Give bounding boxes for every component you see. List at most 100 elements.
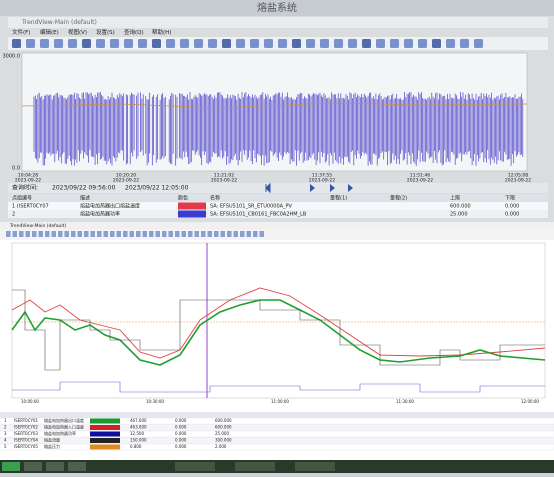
tool-icon[interactable]: [236, 39, 245, 48]
tool-icon[interactable]: [123, 231, 128, 237]
tool-icon[interactable]: [40, 39, 49, 48]
tool-icon[interactable]: [278, 39, 287, 48]
tool-icon[interactable]: [6, 231, 11, 237]
tool-icon[interactable]: [32, 231, 37, 237]
tool-icon[interactable]: [136, 231, 141, 237]
tool-icon[interactable]: [166, 39, 175, 48]
tool-icon[interactable]: [97, 231, 102, 237]
table-row[interactable]: [8, 210, 548, 218]
tool-icon[interactable]: [155, 231, 161, 237]
menu-item[interactable]: 编辑(E): [40, 28, 59, 36]
table-row[interactable]: [0, 430, 554, 438]
tool-icon[interactable]: [362, 39, 371, 48]
tool-icon[interactable]: [390, 39, 399, 48]
tool-icon[interactable]: [194, 231, 200, 237]
tool-icon[interactable]: [103, 231, 109, 237]
tool-icon[interactable]: [168, 231, 174, 237]
taskbar-button[interactable]: [68, 462, 86, 471]
table-row[interactable]: [0, 443, 554, 451]
tool-icon[interactable]: [432, 39, 441, 48]
nav-button[interactable]: [265, 182, 271, 194]
tool-icon[interactable]: [45, 231, 50, 237]
tool-icon[interactable]: [82, 39, 91, 48]
tool-icon[interactable]: [71, 231, 76, 237]
table-row[interactable]: [0, 424, 554, 431]
tool-icon[interactable]: [194, 39, 203, 48]
menu-item[interactable]: 视图(V): [68, 28, 87, 36]
tool-icon[interactable]: [142, 231, 148, 237]
tool-icon[interactable]: [474, 39, 483, 48]
tool-icon[interactable]: [175, 231, 180, 237]
menu-item[interactable]: 文件(F): [12, 28, 30, 36]
tool-icon[interactable]: [250, 39, 259, 48]
taskbar-button[interactable]: [24, 462, 42, 471]
tool-icon[interactable]: [259, 231, 265, 237]
tool-icon[interactable]: [64, 231, 70, 237]
tool-icon[interactable]: [116, 231, 122, 237]
tool-icon[interactable]: [84, 231, 89, 237]
tool-icon[interactable]: [110, 231, 115, 237]
tool-icon[interactable]: [418, 39, 427, 48]
tool-icon[interactable]: [12, 39, 21, 48]
table-row[interactable]: [0, 437, 554, 444]
tool-icon[interactable]: [460, 39, 469, 48]
tool-icon[interactable]: [38, 231, 44, 237]
table-row[interactable]: [0, 417, 554, 425]
tool-icon[interactable]: [77, 231, 83, 237]
tool-icon[interactable]: [54, 39, 63, 48]
tool-icon[interactable]: [110, 39, 119, 48]
cell: 0.800: [130, 444, 142, 449]
tool-icon[interactable]: [376, 39, 385, 48]
tool-icon[interactable]: [446, 39, 455, 48]
nav-button[interactable]: [330, 184, 335, 192]
tool-icon[interactable]: [149, 231, 154, 237]
tool-icon[interactable]: [334, 39, 343, 48]
tool-icon[interactable]: [51, 231, 57, 237]
tool-icon[interactable]: [320, 39, 329, 48]
tool-icon[interactable]: [220, 231, 226, 237]
menu-item[interactable]: 帮助(H): [152, 28, 171, 36]
taskbar-button[interactable]: [2, 462, 20, 471]
tool-icon[interactable]: [180, 39, 189, 48]
tool-icon[interactable]: [68, 39, 77, 48]
tool-icon[interactable]: [222, 39, 231, 48]
tool-icon[interactable]: [188, 231, 193, 237]
tool-icon[interactable]: [240, 231, 245, 237]
tool-icon[interactable]: [124, 39, 133, 48]
tool-icon[interactable]: [348, 39, 357, 48]
cell: 0.000: [175, 431, 187, 436]
tool-icon[interactable]: [207, 231, 213, 237]
taskbar-button[interactable]: [295, 462, 335, 471]
tool-icon[interactable]: [181, 231, 187, 237]
tool-icon[interactable]: [208, 39, 217, 48]
tool-icon[interactable]: [404, 39, 413, 48]
taskbar-button[interactable]: [235, 462, 275, 471]
tool-icon[interactable]: [162, 231, 167, 237]
tool-icon[interactable]: [214, 231, 219, 237]
tool-icon[interactable]: [12, 231, 18, 237]
tool-icon[interactable]: [264, 39, 273, 48]
tool-icon[interactable]: [201, 231, 206, 237]
tool-icon[interactable]: [26, 39, 35, 48]
tool-icon[interactable]: [96, 39, 105, 48]
tool-icon[interactable]: [58, 231, 63, 237]
tool-icon[interactable]: [233, 231, 239, 237]
taskbar-button[interactable]: [175, 462, 215, 471]
tool-icon[interactable]: [227, 231, 232, 237]
nav-button[interactable]: [310, 184, 315, 192]
taskbar-button[interactable]: [46, 462, 64, 471]
nav-button[interactable]: [348, 184, 353, 192]
tool-icon[interactable]: [253, 231, 258, 237]
tool-icon[interactable]: [25, 231, 31, 237]
tool-icon[interactable]: [129, 231, 135, 237]
menu-item[interactable]: 设置(S): [96, 28, 115, 36]
tool-icon[interactable]: [246, 231, 252, 237]
tool-icon[interactable]: [152, 39, 161, 48]
table-row[interactable]: [8, 202, 548, 210]
tool-icon[interactable]: [306, 39, 315, 48]
menu-item[interactable]: 查询(Q): [124, 28, 144, 36]
tool-icon[interactable]: [138, 39, 147, 48]
tool-icon[interactable]: [292, 39, 301, 48]
tool-icon[interactable]: [90, 231, 96, 237]
tool-icon[interactable]: [19, 231, 24, 237]
